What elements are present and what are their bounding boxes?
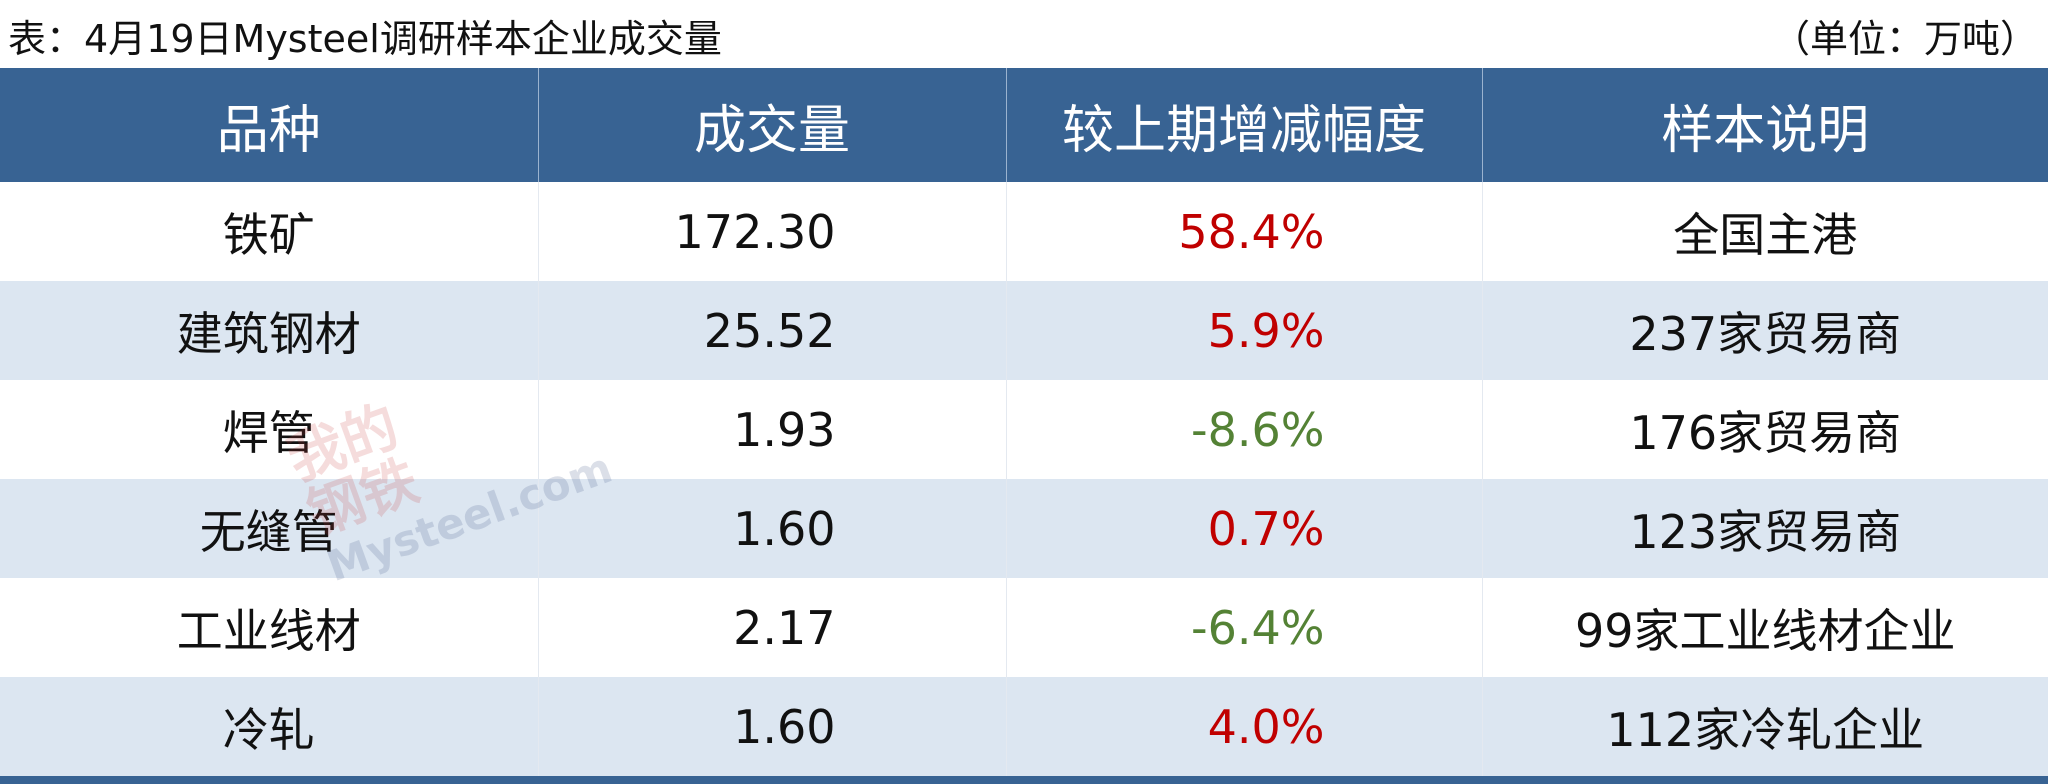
cell-sample: 176家贸易商 [1481, 380, 2048, 479]
title-bar: 表：4月19日Mysteel调研样本企业成交量 （单位：万吨） [0, 0, 2048, 68]
column-header: 品种 [0, 68, 538, 182]
unit: （单位：万吨） [1771, 17, 2038, 61]
cell-volume: 1.60 [537, 677, 1006, 780]
cell-change: 4.0% [1005, 677, 1482, 780]
table-row: 工业线材 2.17 -6.4% 99家工业线材企业 [0, 578, 2048, 677]
cell-change: 58.4% [1005, 182, 1482, 281]
table-body: 铁矿 172.30 58.4% 全国主港 建筑钢材 25.52 5.9% 237家贸易商 焊管 1… [0, 182, 2048, 780]
title: 表：4月19日Mysteel调研样本企业成交量 [8, 17, 722, 61]
cell-volume: 1.93 [537, 380, 1006, 479]
cell-sample: 237家贸易商 [1481, 281, 2048, 380]
cell-change: -8.6% [1005, 380, 1482, 479]
cell-change: 0.7% [1005, 479, 1482, 578]
cell-sample: 123家贸易商 [1481, 479, 2048, 578]
cell-variety: 焊管 [222, 405, 315, 460]
cell-variety: 冷轧 [0, 677, 538, 780]
table-row: 冷轧 1.60 4.0% 112家冷轧企业 [0, 677, 2048, 780]
cell-change: -6.4% [1005, 578, 1482, 677]
cell-variety: 工业线材 [176, 603, 361, 658]
column-header: 成交量 [537, 68, 1006, 182]
cell-volume: 1.60 [537, 479, 1006, 578]
table-row: 建筑钢材 25.52 5.9% 237家贸易商 [0, 281, 2048, 380]
column-header: 较上期增减幅度 [1005, 68, 1482, 182]
cell-sample: 112家冷轧企业 [1481, 677, 2048, 780]
table-row: 铁矿 172.30 58.4% 全国主港 [0, 182, 2048, 281]
column-header: 样本说明 [1481, 68, 2048, 182]
table: 品种 成交量 较上期增减幅度 样本说明 铁矿 172.30 58.4% 全国主港 建筑钢材 25… [0, 68, 2048, 784]
cell-sample: 全国主港 [1481, 182, 2048, 281]
cell-sample: 99家工业线材企业 [1481, 578, 2048, 677]
cell-volume: 25.52 [537, 281, 1006, 380]
cell-variety: 建筑钢材 [0, 281, 538, 380]
table-row: 无缝管 1.60 0.7% 123家贸易商 [0, 479, 2048, 578]
header-row: 品种 成交量 较上期增减幅度 样本说明 [0, 68, 2048, 182]
cell-variety: 无缝管 [0, 479, 538, 578]
cell-variety: 铁矿 [222, 207, 315, 262]
cell-volume: 2.17 [537, 578, 1006, 677]
cell-volume: 172.30 [537, 182, 1006, 281]
table-row: 焊管 1.93 -8.6% 176家贸易商 [0, 380, 2048, 479]
cell-change: 5.9% [1005, 281, 1482, 380]
